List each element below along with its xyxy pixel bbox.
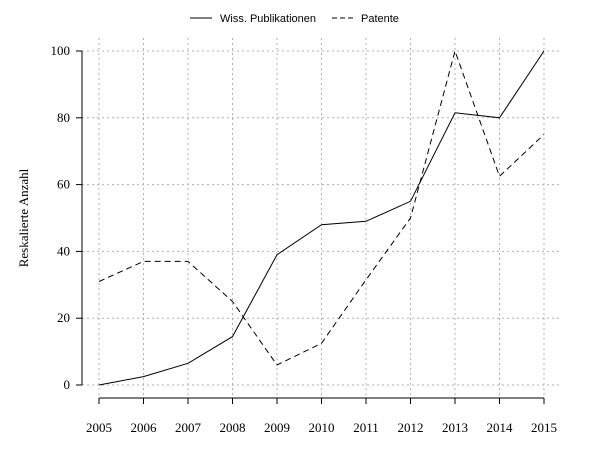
legend-label: Wiss. Publikationen [220,13,316,25]
y-tick-label: 80 [57,110,70,125]
x-tick-label: 2015 [531,420,557,435]
series-line-publikationen [98,50,545,386]
y-tick-label: 0 [64,377,71,392]
axes [81,51,544,399]
x-tick-label: 2010 [309,420,335,435]
x-tick-label: 2005 [86,420,112,435]
x-tick-label: 2011 [353,420,379,435]
x-tick-label: 2014 [487,420,514,435]
x-tick-label: 2013 [442,420,468,435]
series [98,49,545,386]
x-tick-label: 2009 [264,420,290,435]
y-tick-label: 100 [51,43,71,58]
y-tick-label: 20 [57,310,70,325]
ticks: 0 20 40 60 80 100 2005 2006 2007 2008 2009 2010 2011… [51,43,558,435]
legend: Wiss. Publikationen Patente [190,13,399,25]
x-tick-label: 2006 [131,420,158,435]
y-tick-label: 40 [57,243,70,258]
x-tick-label: 2012 [398,420,424,435]
y-tick-label: 60 [57,177,70,192]
legend-label: Patente [361,13,399,25]
series-line-patente [98,49,545,366]
grid [82,38,562,398]
x-tick-label: 2007 [175,420,202,435]
y-axis-title: Reskalierte Anzahl [16,168,31,267]
x-tick-label: 2008 [220,420,246,435]
